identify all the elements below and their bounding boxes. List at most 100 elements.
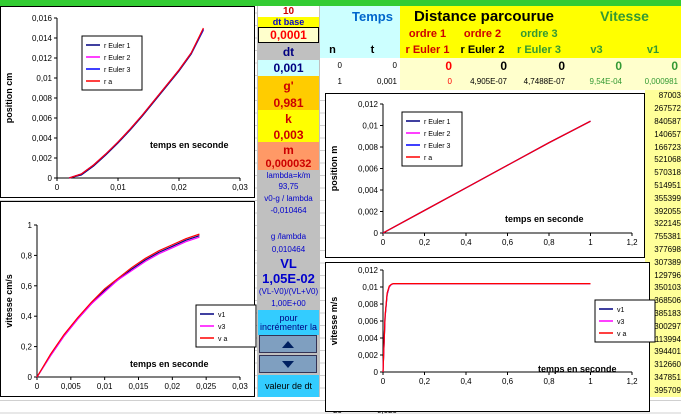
- param-cell: g': [258, 76, 319, 95]
- header-bg: [400, 6, 568, 58]
- legend-label: r a: [104, 79, 112, 86]
- header-bg: [568, 6, 681, 58]
- header: Vitesse: [600, 8, 649, 24]
- y-tick-label: 0,006: [32, 114, 53, 123]
- y-tick-label: 0,002: [358, 208, 379, 217]
- param-cell: g /lambda: [258, 230, 319, 244]
- cell: 0: [345, 58, 400, 74]
- param-cell: 0,981: [258, 95, 319, 110]
- y-tick-label: 0,01: [362, 122, 378, 131]
- subheader: ordre 2: [463, 28, 502, 40]
- partial-cell: 350103: [645, 282, 681, 295]
- y-tick-label: 0,01: [362, 283, 378, 292]
- y-tick-label: 0,012: [32, 54, 53, 63]
- y-tick-label: 0,2: [21, 343, 33, 352]
- param-cell: dt base: [258, 17, 319, 27]
- partial-cell: 307389: [645, 256, 681, 270]
- partial-cell: 322145: [645, 218, 681, 231]
- cell: 0: [568, 58, 625, 74]
- param-cell: valeur de dt: [258, 375, 319, 397]
- partial-cell: 521068: [645, 154, 681, 167]
- partial-cell: 840587: [645, 115, 681, 129]
- y-tick-label: 0: [28, 373, 33, 382]
- param-cell: 1,00E+00: [258, 297, 319, 310]
- param-cell: 1,05E-02: [258, 270, 319, 286]
- y-tick-label: 0: [374, 229, 379, 238]
- x-tick-label: 0,6: [502, 377, 514, 386]
- legend-label: r Euler 1: [104, 43, 131, 50]
- legend-label: v3: [617, 319, 625, 326]
- param-cell: 0,000032: [258, 158, 319, 170]
- cell: 4,7488E-07: [510, 74, 568, 90]
- y-tick-label: 0,004: [358, 334, 379, 343]
- subheader: ordre 3: [520, 28, 558, 40]
- series-line: [36, 233, 200, 378]
- top-bar: [0, 0, 681, 6]
- subheader: ordre 1: [408, 28, 447, 40]
- y-tick-label: 0,014: [32, 34, 53, 43]
- x-tick-label: 0,01: [97, 382, 113, 391]
- y-tick-label: 0: [48, 174, 53, 183]
- cell: 9,54E-04: [568, 74, 625, 90]
- y-tick-label: 0,008: [358, 300, 379, 309]
- x-axis-title: temps en seconde: [538, 364, 617, 374]
- x-tick-label: 0,015: [128, 382, 149, 391]
- cell: 0,000981: [625, 74, 681, 90]
- x-tick-label: 0: [55, 183, 60, 192]
- column-header: r Euler 3: [516, 43, 562, 56]
- header-bg: [320, 6, 400, 58]
- legend-label: v1: [617, 307, 625, 314]
- x-tick-label: 0,4: [460, 377, 472, 386]
- y-tick-label: 0,008: [32, 94, 53, 103]
- down-button[interactable]: [259, 355, 317, 373]
- series-line: [36, 236, 200, 378]
- legend-label: v1: [218, 312, 226, 319]
- y-tick-label: 0,004: [32, 134, 53, 143]
- y-axis-title: position m: [329, 146, 339, 192]
- y-tick-label: 0,016: [32, 14, 53, 23]
- param-cell: -0,010464: [258, 205, 319, 217]
- column-header: v3: [590, 43, 603, 56]
- y-axis-title: position cm: [4, 73, 14, 124]
- cell: 0: [455, 58, 510, 74]
- partial-cell: 129796: [645, 269, 681, 282]
- cell: 4,905E-07: [455, 74, 510, 90]
- y-tick-label: 0,004: [358, 186, 379, 195]
- partial-cell: 87003: [645, 90, 681, 103]
- header: Temps: [352, 8, 393, 24]
- partial-cell: 755381: [645, 230, 681, 244]
- column-header: r Euler 2: [460, 43, 505, 56]
- y-tick-label: 0,002: [358, 351, 379, 360]
- series-line: [382, 120, 591, 234]
- legend-label: r Euler 3: [424, 143, 451, 150]
- x-tick-label: 0: [381, 238, 386, 247]
- y-tick-label: 0,002: [32, 154, 53, 163]
- cell: 1: [320, 74, 345, 90]
- param-cell: 10: [258, 6, 319, 17]
- partial-cell: 140657: [645, 128, 681, 142]
- column-header: t: [370, 43, 375, 56]
- param-cell: k: [258, 110, 319, 128]
- partial-cell: 347851: [645, 371, 681, 385]
- partial-cell: 392055: [645, 205, 681, 218]
- legend-label: r Euler 1: [424, 119, 451, 126]
- y-tick-label: 1: [28, 221, 33, 230]
- x-tick-label: 0,2: [419, 377, 431, 386]
- up-button[interactable]: [259, 335, 317, 353]
- x-axis-title: temps en seconde: [505, 214, 584, 224]
- param-cell: m: [258, 142, 319, 158]
- param-cell: dt: [258, 43, 319, 60]
- series-line: [69, 27, 204, 179]
- cell: 0,001: [345, 74, 400, 90]
- legend-label: r Euler 2: [424, 131, 451, 138]
- partial-cell: 267572: [645, 102, 681, 116]
- cell: 0: [400, 74, 455, 90]
- y-tick-label: 0,006: [358, 165, 379, 174]
- partial-cell: 394401: [645, 346, 681, 359]
- chart-area: [0, 201, 255, 397]
- x-tick-label: 0,2: [419, 238, 431, 247]
- partial-cell: 355399: [645, 192, 681, 206]
- header: Distance parcourue: [413, 7, 555, 25]
